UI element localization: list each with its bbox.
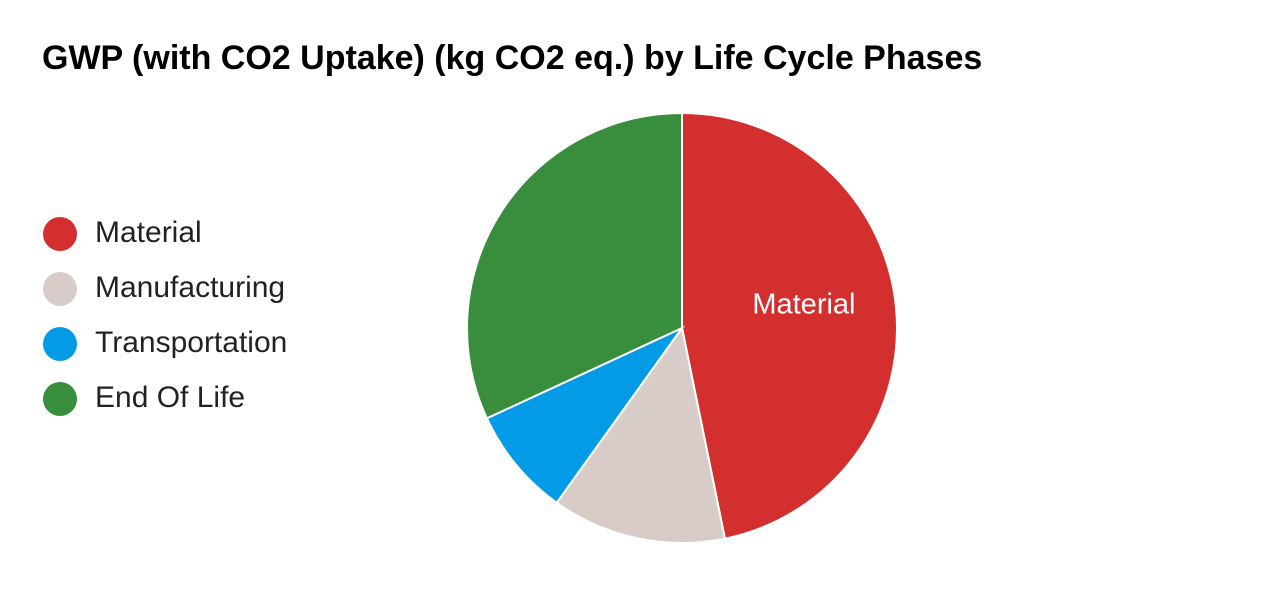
legend-swatch [43,327,77,361]
legend-label: Manufacturing [95,271,285,304]
slice-label: Material [752,288,855,320]
pie-slice [681,111,898,540]
pie-slice [485,325,686,505]
pie-slice [466,111,683,420]
chart-title: GWP (with CO2 Uptake) (kg CO2 eq.) by Li… [42,39,982,77]
pie-slice [555,325,727,544]
legend-label: End Of Life [95,381,245,414]
legend-swatch [43,272,77,306]
legend-swatch [43,217,77,251]
legend-label: Transportation [95,326,287,359]
legend-label: Material [95,216,202,249]
legend-swatch [43,382,77,416]
